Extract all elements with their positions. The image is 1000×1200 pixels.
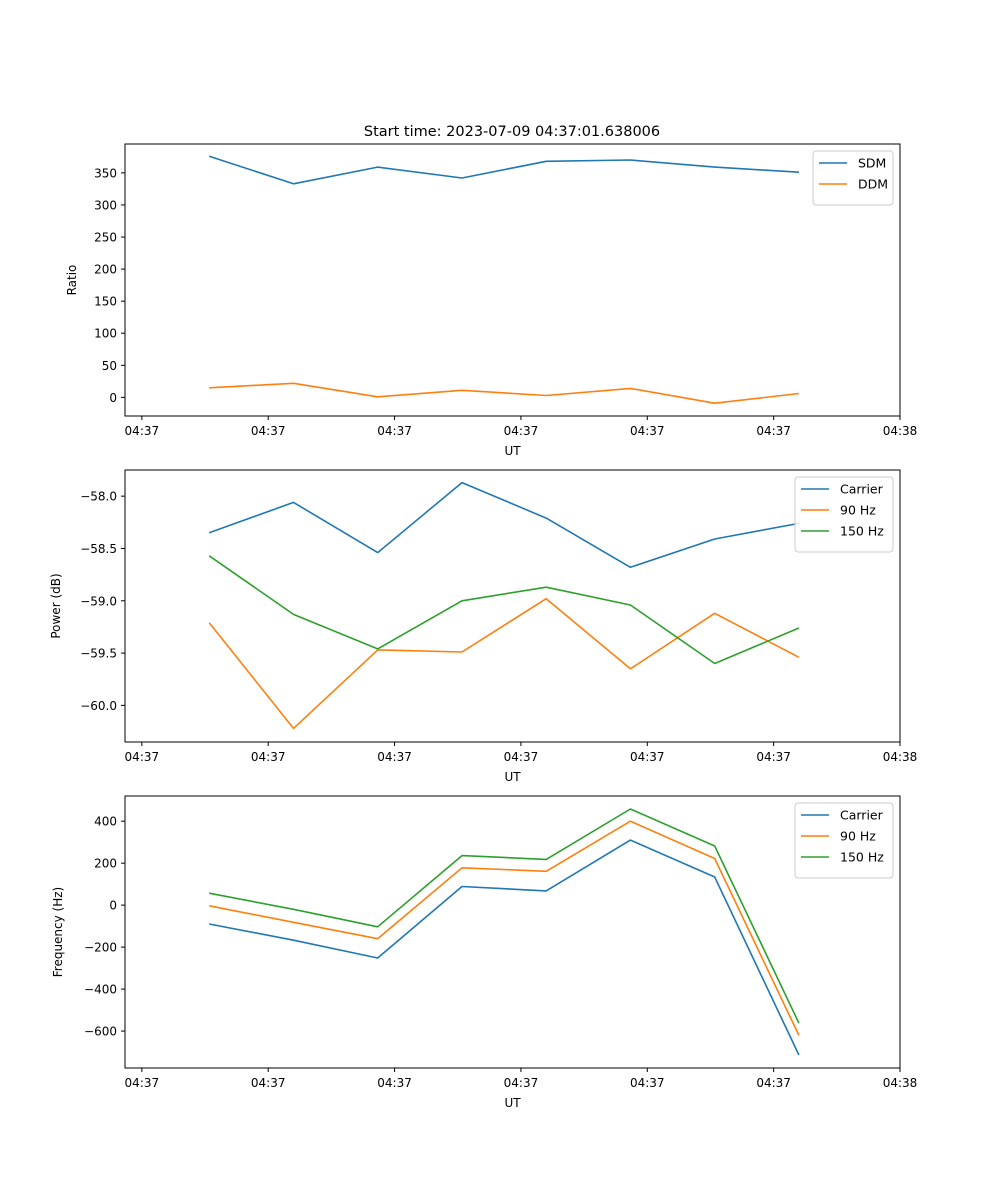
power-series-90-hz: [208, 597, 800, 730]
frequency-xlabel: UT: [504, 1096, 521, 1110]
frequency-series-150-hz: [209, 808, 800, 1024]
ratio-xtick-label: 04:37: [125, 424, 160, 438]
subplot-frequency: 04:37 04:37 04:37 04:37 04:37 04:37 04:38 −600 −…: [51, 795, 918, 1110]
frequency-xtick-label: 04:37: [251, 1076, 286, 1090]
frequency-xtick-label: 04:37: [504, 1076, 539, 1090]
figure-title: Start time: 2023-07-09 04:37:01.638006: [364, 124, 660, 140]
ratio-xlabel: UT: [504, 444, 521, 458]
ratio-ytick-label: 50: [102, 359, 117, 373]
subplot-ratio: 04:37 04:37 04:37 04:37 04:37 04:37 04:38 0 50 10…: [65, 143, 918, 458]
frequency-xtick-label: 04:37: [377, 1076, 412, 1090]
subplot-power: 04:37 04:37 04:37 04:37 04:37 04:37 04:38 −60.0…: [49, 469, 918, 784]
ratio-legend-label-sdm: SDM: [858, 156, 886, 171]
frequency-xtick-label: 04:37: [630, 1076, 665, 1090]
power-xtick-label: 04:37: [630, 750, 665, 764]
frequency-ytick-label: −400: [84, 983, 117, 997]
ratio-ytick-label: 0: [109, 391, 117, 405]
power-ylabel: Power (dB): [49, 573, 63, 638]
power-legend-label-90-hz: 90 Hz: [840, 503, 876, 518]
frequency-legend: [794, 802, 894, 879]
power-xtick-label: 04:38: [883, 750, 918, 764]
power-legend: [794, 476, 894, 553]
ratio-series-sdm: [208, 155, 799, 185]
ratio-ytick-label: 350: [94, 166, 117, 180]
power-axes-frame: [124, 469, 901, 743]
ratio-xtick-label: 04:37: [756, 424, 791, 438]
power-ytick-label: −59.0: [80, 594, 117, 608]
ratio-ylabel: Ratio: [65, 265, 79, 296]
power-xtick-label: 04:37: [125, 750, 160, 764]
ratio-ytick-label: 300: [94, 198, 117, 212]
power-legend-label-150-hz: 150 Hz: [840, 524, 884, 539]
power-xtick-label: 04:37: [251, 750, 286, 764]
ratio-legend: [812, 150, 894, 206]
ratio-xtick-label: 04:37: [504, 424, 539, 438]
frequency-legend-label-90-hz: 90 Hz: [840, 829, 876, 844]
ratio-ytick-label: 250: [94, 231, 117, 245]
power-ytick-label: −60.0: [80, 699, 117, 713]
power-xtick-label: 04:37: [504, 750, 539, 764]
frequency-ytick-label: 0: [109, 899, 117, 913]
frequency-series-90-hz: [209, 820, 800, 1036]
frequency-ytick-label: 400: [94, 815, 117, 829]
power-ytick-label: −59.5: [80, 647, 117, 661]
power-ytick-label: −58.5: [80, 542, 117, 556]
power-series-150-hz: [208, 555, 800, 665]
ratio-series-ddm: [209, 382, 799, 405]
power-xlabel: UT: [504, 770, 521, 784]
ratio-legend-label-ddm: DDM: [858, 177, 888, 192]
frequency-xtick-label: 04:37: [756, 1076, 791, 1090]
power-ytick-label: −58.0: [80, 490, 117, 504]
ratio-xtick-label: 04:37: [251, 424, 286, 438]
power-xtick-label: 04:37: [756, 750, 791, 764]
ratio-xtick-label: 04:38: [883, 424, 918, 438]
power-xtick-label: 04:37: [377, 750, 412, 764]
frequency-xtick-label: 04:37: [125, 1076, 160, 1090]
frequency-ylabel: Frequency (Hz): [51, 887, 65, 978]
ratio-axes-frame: [124, 143, 901, 417]
power-series-carrier: [208, 481, 800, 569]
frequency-legend-label-carrier: Carrier: [840, 808, 884, 823]
frequency-ytick-label: −600: [84, 1025, 117, 1039]
frequency-series-carrier: [209, 839, 800, 1056]
power-legend-label-carrier: Carrier: [840, 482, 884, 497]
ratio-ytick-label: 100: [94, 327, 117, 341]
ratio-ytick-label: 200: [94, 263, 117, 277]
ratio-xtick-label: 04:37: [377, 424, 412, 438]
frequency-legend-label-150-hz: 150 Hz: [840, 850, 884, 865]
frequency-axes-frame: [124, 795, 901, 1069]
frequency-ytick-label: 200: [94, 857, 117, 871]
frequency-xtick-label: 04:38: [883, 1076, 918, 1090]
frequency-ytick-label: −200: [84, 941, 117, 955]
ratio-xtick-label: 04:37: [630, 424, 665, 438]
ratio-ytick-label: 150: [94, 295, 117, 309]
